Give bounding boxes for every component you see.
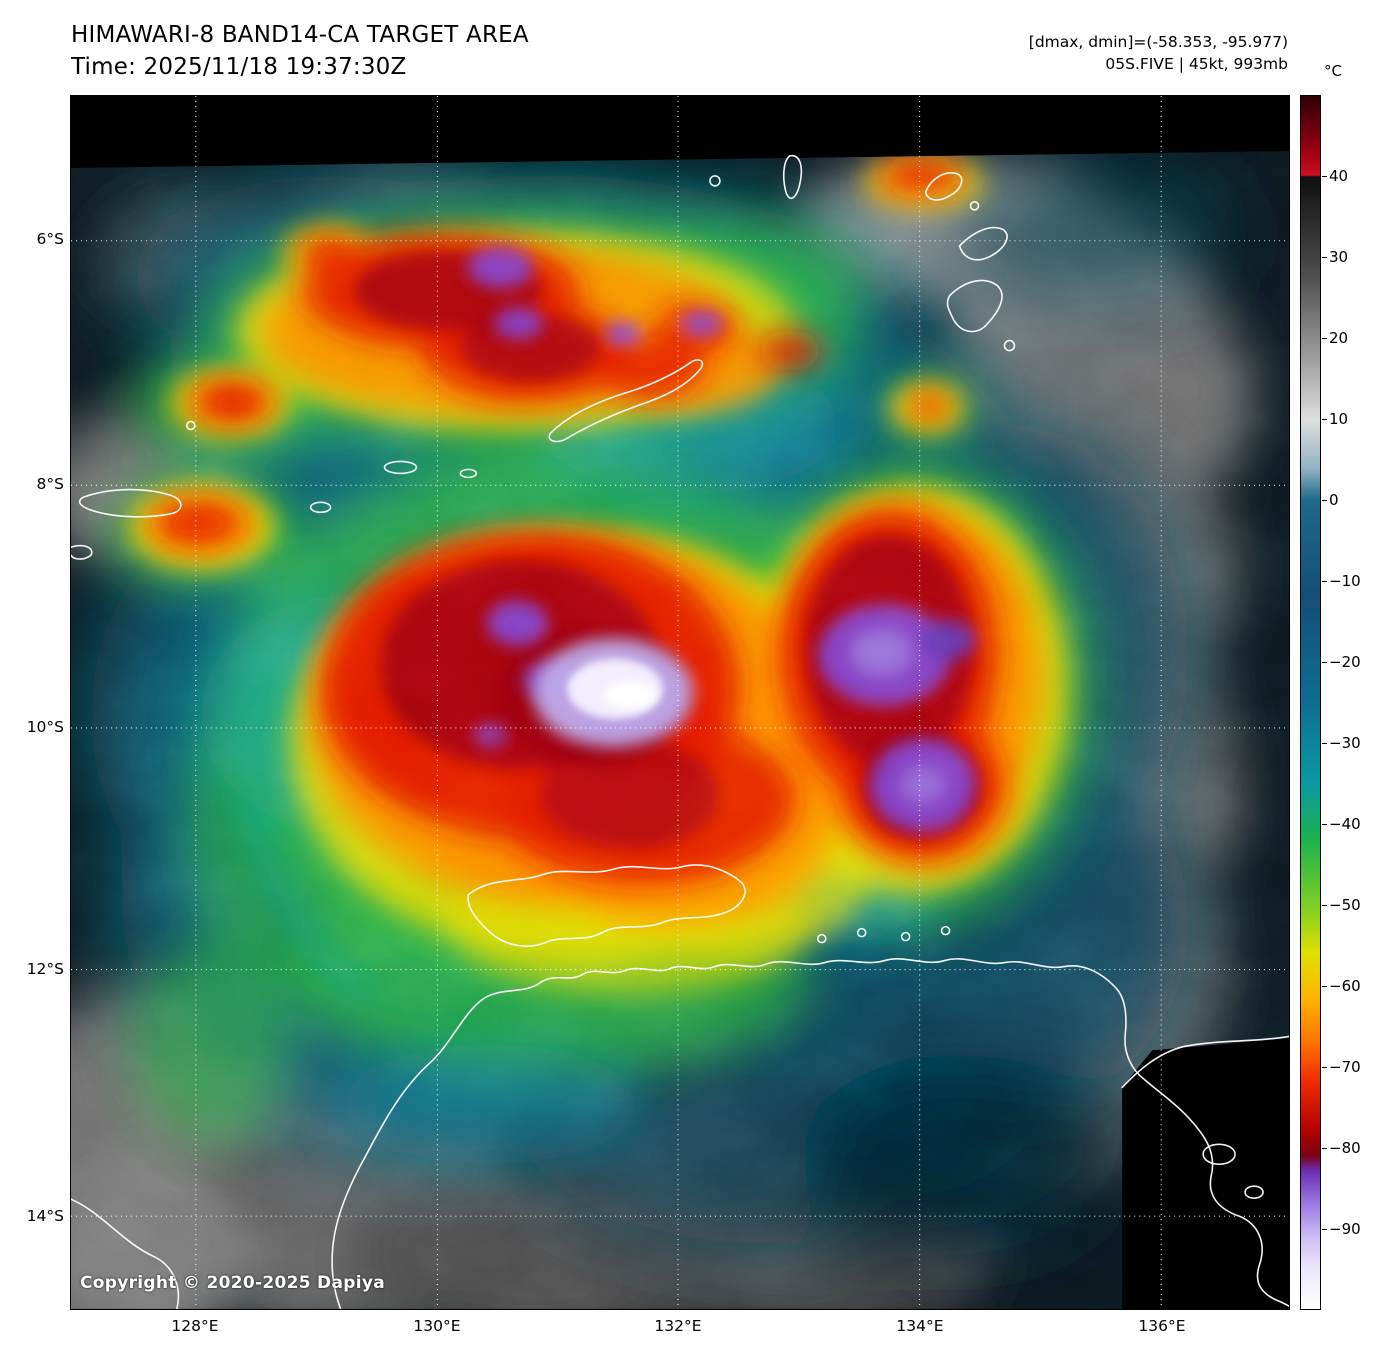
graticule (71, 96, 1289, 1309)
colorbar-tick-mark (1322, 419, 1327, 420)
colorbar-tick-mark (1322, 743, 1327, 744)
colorbar-tick-mark (1322, 1148, 1327, 1149)
colorbar-tick-mark (1322, 905, 1327, 906)
satellite-map: Copyright © 2020-2025 Dapiya (70, 95, 1290, 1310)
copyright-watermark: Copyright © 2020-2025 Dapiya (80, 1273, 385, 1293)
colorbar-tick-label: 20 (1329, 329, 1349, 347)
colorbar-gradient (1300, 95, 1321, 1310)
colorbar-unit-label: °C (1324, 62, 1342, 80)
colorbar-tick-label: −40 (1329, 815, 1361, 833)
coastlines (71, 154, 1289, 1309)
latitude-label: 12°S (26, 960, 64, 978)
colorbar-tick-label: −30 (1329, 734, 1361, 752)
colorbar-tick-mark (1322, 176, 1327, 177)
timestamp: Time: 2025/11/18 19:37:30Z (71, 54, 407, 80)
colorbar-tick-label: −10 (1329, 572, 1361, 590)
dmax-dmin-readout: [dmax, dmin]=(-58.353, -95.977) (1028, 33, 1288, 51)
latitude-label: 6°S (36, 230, 64, 248)
colorbar-tick-label: −70 (1329, 1058, 1361, 1076)
longitude-label: 132°E (654, 1317, 702, 1335)
colorbar-tick-mark (1322, 338, 1327, 339)
longitude-label: 128°E (171, 1317, 219, 1335)
colorbar-tick-label: −90 (1329, 1220, 1361, 1238)
colorbar-tick-label: 30 (1329, 248, 1349, 266)
colorbar-tick-label: 40 (1329, 167, 1349, 185)
colorbar-tick-label: 10 (1329, 410, 1349, 428)
colorbar-tick-mark (1322, 257, 1327, 258)
page-title: HIMAWARI-8 BAND14-CA TARGET AREA (71, 22, 529, 48)
colorbar-tick-label: −80 (1329, 1139, 1361, 1157)
latitude-label: 14°S (26, 1207, 64, 1225)
colorbar-tick-mark (1322, 581, 1327, 582)
cloud-field (71, 150, 1289, 1309)
longitude-label: 136°E (1138, 1317, 1186, 1335)
colorbar-tick-label: −50 (1329, 896, 1361, 914)
colorbar-tick-label: 0 (1329, 491, 1339, 509)
latitude-label: 10°S (26, 718, 64, 736)
storm-info: 05S.FIVE | 45kt, 993mb (1105, 55, 1288, 73)
no-data-mask (71, 96, 1289, 1309)
colorbar-tick-label: −20 (1329, 653, 1361, 671)
longitude-label: 134°E (896, 1317, 944, 1335)
colorbar-tick-mark (1322, 500, 1327, 501)
longitude-label: 130°E (413, 1317, 461, 1335)
colorbar-tick-label: −60 (1329, 977, 1361, 995)
colorbar-tick-mark (1322, 1067, 1327, 1068)
colorbar-tick-mark (1322, 662, 1327, 663)
colorbar-tick-mark (1322, 986, 1327, 987)
latitude-label: 8°S (36, 475, 64, 493)
colorbar-tick-mark (1322, 824, 1327, 825)
satellite-imagery (71, 96, 1289, 1309)
colorbar-tick-mark (1322, 1229, 1327, 1230)
